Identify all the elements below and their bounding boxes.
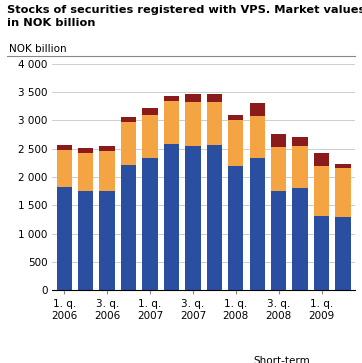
Bar bbox=[56, 187, 72, 290]
Bar bbox=[185, 146, 201, 290]
Legend: Shares, Bonds, Short-term
securities: Shares, Bonds, Short-term securities bbox=[93, 352, 314, 363]
Bar bbox=[292, 137, 308, 146]
Bar bbox=[249, 103, 265, 116]
Bar bbox=[314, 153, 329, 166]
Bar bbox=[142, 115, 158, 158]
Bar bbox=[314, 216, 329, 290]
Bar bbox=[142, 108, 158, 115]
Bar bbox=[78, 191, 93, 290]
Bar bbox=[100, 151, 115, 191]
Bar bbox=[335, 217, 351, 290]
Bar bbox=[100, 146, 115, 151]
Bar bbox=[207, 94, 222, 102]
Bar bbox=[228, 115, 244, 120]
Bar bbox=[207, 145, 222, 290]
Bar bbox=[228, 166, 244, 290]
Bar bbox=[121, 122, 136, 165]
Bar bbox=[271, 134, 286, 147]
Bar bbox=[185, 94, 201, 102]
Bar bbox=[78, 152, 93, 191]
Bar bbox=[164, 101, 179, 144]
Bar bbox=[271, 147, 286, 191]
Bar bbox=[78, 148, 93, 152]
Bar bbox=[292, 188, 308, 290]
Bar bbox=[121, 165, 136, 290]
Bar bbox=[164, 97, 179, 101]
Bar bbox=[271, 191, 286, 290]
Bar bbox=[185, 102, 201, 146]
Bar bbox=[56, 144, 72, 150]
Bar bbox=[100, 191, 115, 290]
Bar bbox=[56, 150, 72, 187]
Bar bbox=[228, 120, 244, 166]
Bar bbox=[164, 144, 179, 290]
Bar bbox=[335, 168, 351, 217]
Bar bbox=[335, 164, 351, 168]
Text: Stocks of securities registered with VPS. Market values
in NOK billion: Stocks of securities registered with VPS… bbox=[7, 5, 362, 28]
Text: NOK billion: NOK billion bbox=[9, 44, 66, 54]
Bar bbox=[314, 166, 329, 216]
Bar bbox=[249, 158, 265, 290]
Bar bbox=[249, 116, 265, 158]
Bar bbox=[292, 146, 308, 188]
Bar bbox=[121, 117, 136, 122]
Bar bbox=[142, 158, 158, 290]
Bar bbox=[207, 102, 222, 145]
